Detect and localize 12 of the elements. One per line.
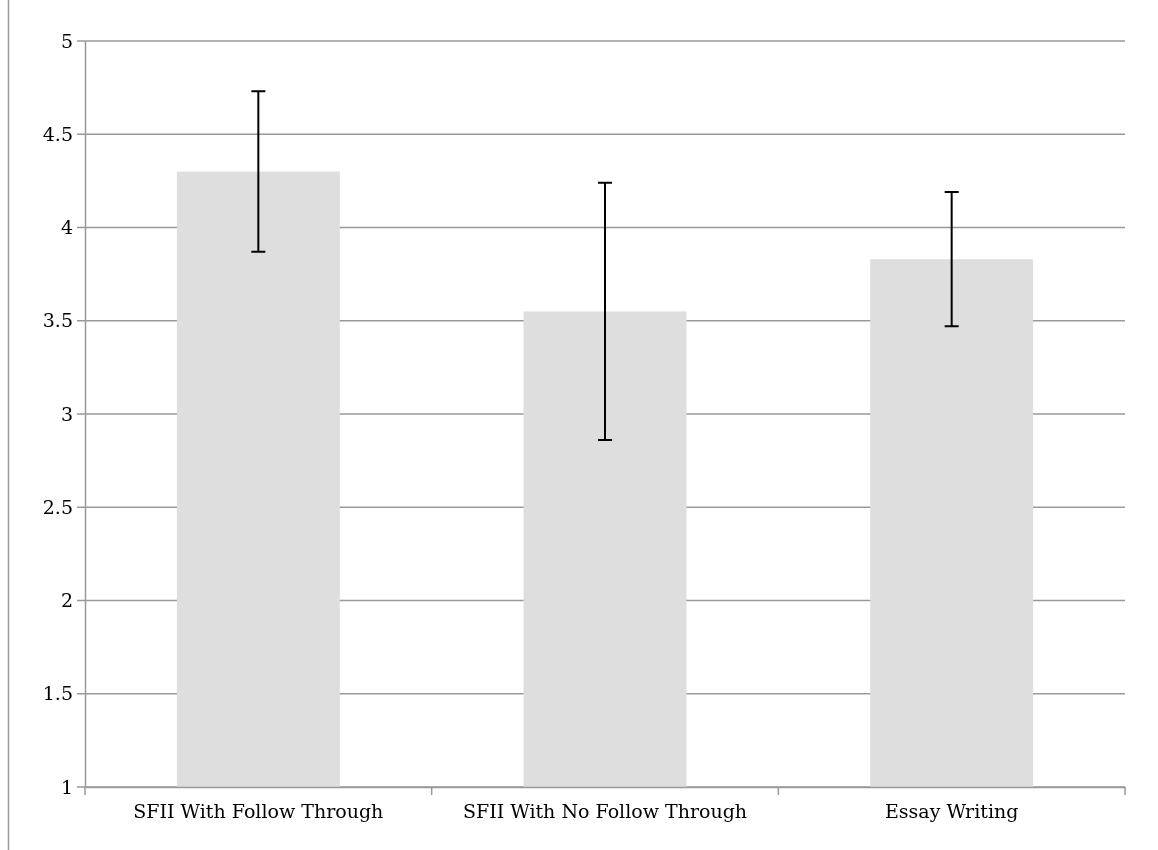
y-tick-label: 1.5 — [42, 682, 73, 705]
y-tick-label: 3 — [60, 402, 73, 425]
y-tick-label: 4.5 — [42, 122, 73, 145]
x-tick-label: SFII With No Follow Through — [462, 800, 748, 823]
x-tick-label: SFII With Follow Through — [133, 800, 384, 823]
y-tick-label: 3.5 — [42, 309, 73, 332]
y-tick-label: 5 — [60, 29, 73, 52]
y-tick-label: 4 — [60, 216, 73, 239]
x-tick-label: Essay Writing — [884, 800, 1019, 823]
y-tick-label: 2.5 — [42, 495, 73, 518]
y-tick-label: 1 — [60, 775, 73, 798]
y-tick-label: 2 — [60, 589, 73, 612]
